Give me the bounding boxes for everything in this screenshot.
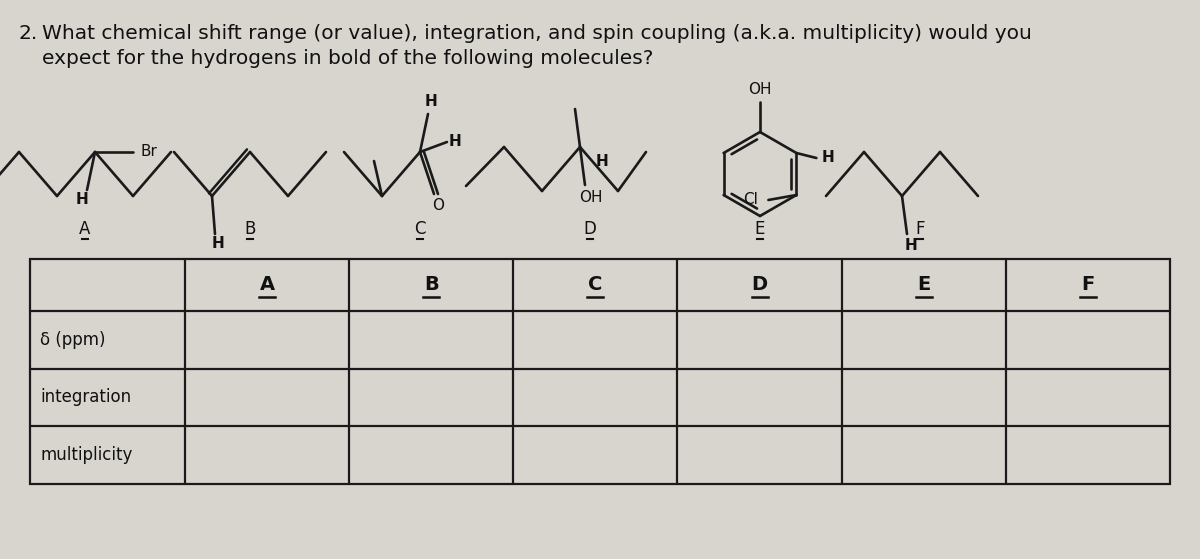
Text: C: C	[588, 276, 602, 295]
Text: B: B	[424, 276, 439, 295]
Text: multiplicity: multiplicity	[40, 446, 132, 464]
Text: A: A	[259, 276, 275, 295]
Text: D: D	[583, 220, 596, 238]
Text: OH: OH	[580, 190, 602, 205]
Text: What chemical shift range (or value), integration, and spin coupling (a.k.a. mul: What chemical shift range (or value), in…	[42, 24, 1032, 43]
Text: H: H	[425, 94, 437, 110]
Text: H: H	[76, 192, 89, 207]
Text: δ (ppm): δ (ppm)	[40, 331, 106, 349]
Text: expect for the hydrogens in bold of the following molecules?: expect for the hydrogens in bold of the …	[42, 49, 653, 68]
Text: H: H	[595, 154, 608, 169]
Text: A: A	[79, 220, 91, 238]
Text: D: D	[751, 276, 768, 295]
Text: H: H	[211, 236, 224, 252]
Text: Cl: Cl	[743, 192, 758, 207]
Text: C: C	[414, 220, 426, 238]
Text: F: F	[1081, 276, 1094, 295]
Text: H: H	[822, 150, 835, 165]
Text: OH: OH	[749, 83, 772, 97]
Text: H: H	[905, 238, 917, 253]
Text: O: O	[432, 198, 444, 214]
Text: E: E	[755, 220, 766, 238]
Text: E: E	[917, 276, 930, 295]
Text: Br: Br	[140, 144, 157, 159]
Text: 2.: 2.	[18, 24, 37, 43]
Text: integration: integration	[40, 389, 131, 406]
Text: H: H	[449, 135, 461, 149]
Text: B: B	[245, 220, 256, 238]
Text: F: F	[916, 220, 925, 238]
Bar	[30, 259, 1170, 484]
